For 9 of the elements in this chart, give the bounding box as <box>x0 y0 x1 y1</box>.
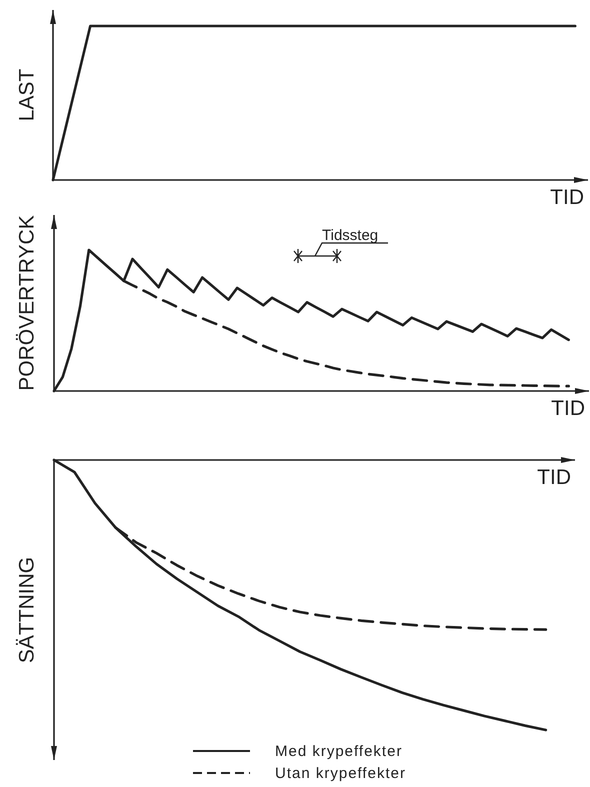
y-axis-title: PORÖVERTRYCK <box>16 215 39 391</box>
x-axis-title: TID <box>537 466 571 489</box>
y-axis-title: LAST <box>16 68 39 122</box>
x-axis-title: TID <box>550 186 584 209</box>
x-axis-title: TID <box>551 397 585 420</box>
legend-label: Utan krypeffekter <box>275 765 406 782</box>
legend-label: Med krypeffekter <box>275 743 402 760</box>
y-axis-title: SÄTTNING <box>16 556 39 664</box>
text: Tidssteg <box>322 227 378 244</box>
